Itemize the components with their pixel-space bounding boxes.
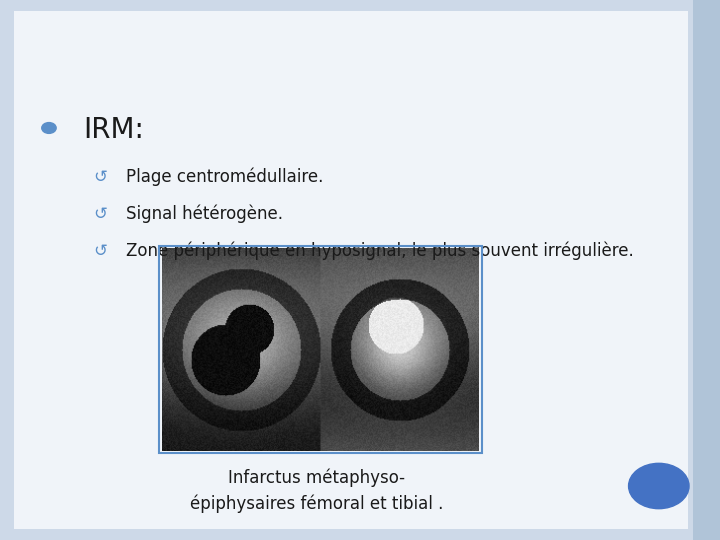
Text: Infarctus métaphyso-: Infarctus métaphyso- <box>228 469 405 487</box>
Text: Zone périphérique en hyposignal, le plus souvent irrégulière.: Zone périphérique en hyposignal, le plus… <box>126 241 634 260</box>
Circle shape <box>42 123 56 133</box>
Text: épiphysaires fémoral et tibial .: épiphysaires fémoral et tibial . <box>190 494 444 512</box>
Text: Signal hétérogène.: Signal hétérogène. <box>126 205 283 223</box>
Text: IRM:: IRM: <box>83 116 144 144</box>
FancyBboxPatch shape <box>693 0 720 540</box>
FancyBboxPatch shape <box>14 11 688 529</box>
Text: ↺: ↺ <box>94 241 107 260</box>
Circle shape <box>629 463 689 509</box>
Text: ↺: ↺ <box>94 168 107 186</box>
Text: ↺: ↺ <box>94 205 107 223</box>
Text: Plage centromédullaire.: Plage centromédullaire. <box>126 168 323 186</box>
